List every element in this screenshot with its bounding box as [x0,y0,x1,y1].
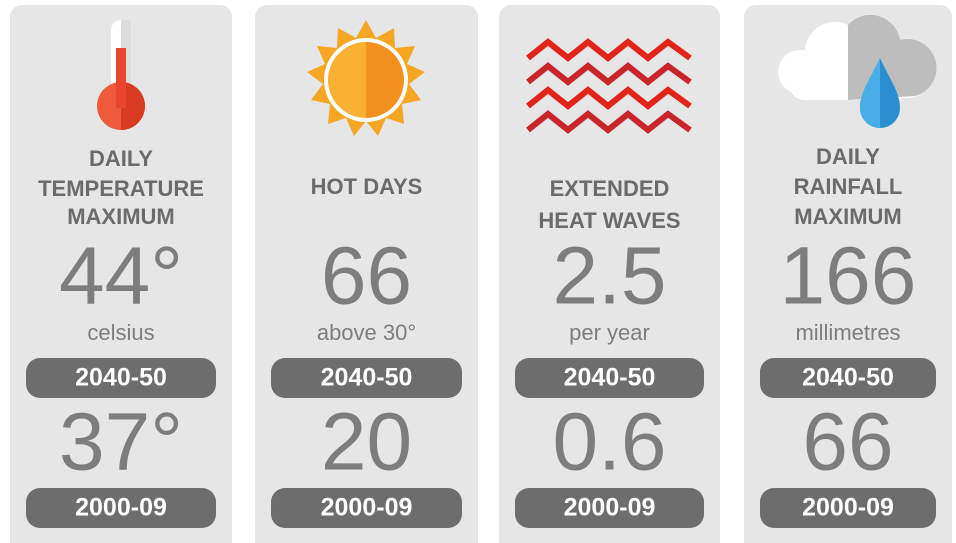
card-title: MAXIMUM [67,204,175,229]
card-title: HEAT WAVES [538,208,680,233]
period-pill [26,358,216,398]
period-pill [271,358,462,398]
card-title: MAXIMUM [794,204,902,229]
card [744,5,952,543]
future-value: 2.5 [553,231,667,322]
card [255,5,478,543]
future-unit: celsius [87,320,154,345]
future-value: 166 [780,231,917,322]
card-title: DAILY [816,144,880,169]
past-value: 66 [802,397,893,488]
past-period: 2000-09 [564,494,656,522]
future-value: 44° [59,231,183,322]
past-value: 20 [321,397,412,488]
card [499,5,720,543]
period-pill [26,488,216,528]
thermometer-icon [97,20,145,130]
period-pill [760,358,936,398]
period-pill [271,488,462,528]
card-title: EXTENDED [550,176,670,201]
future-period: 2040-50 [564,364,656,392]
rain-cloud-icon [778,14,937,128]
card-title: HOT DAYS [311,174,423,199]
sun-icon [307,20,425,136]
card [10,5,232,543]
future-period: 2040-50 [321,364,413,392]
past-period: 2000-09 [75,494,167,522]
period-pill [515,488,704,528]
future-value: 66 [321,231,412,322]
future-period: 2040-50 [802,364,894,392]
future-period: 2040-50 [75,364,167,392]
period-pill [515,358,704,398]
past-period: 2000-09 [802,494,894,522]
heat-waves-icon [526,38,692,134]
card-title: TEMPERATURE [38,176,204,201]
card-title: RAINFALL [794,174,903,199]
past-value: 0.6 [553,397,667,488]
future-unit: millimetres [795,320,900,345]
future-unit: per year [569,320,650,345]
period-pill [760,488,936,528]
future-unit: above 30° [317,320,416,345]
past-period: 2000-09 [321,494,413,522]
past-value: 37° [59,397,183,488]
card-backgrounds [10,5,952,543]
card-title: DAILY [89,146,153,171]
